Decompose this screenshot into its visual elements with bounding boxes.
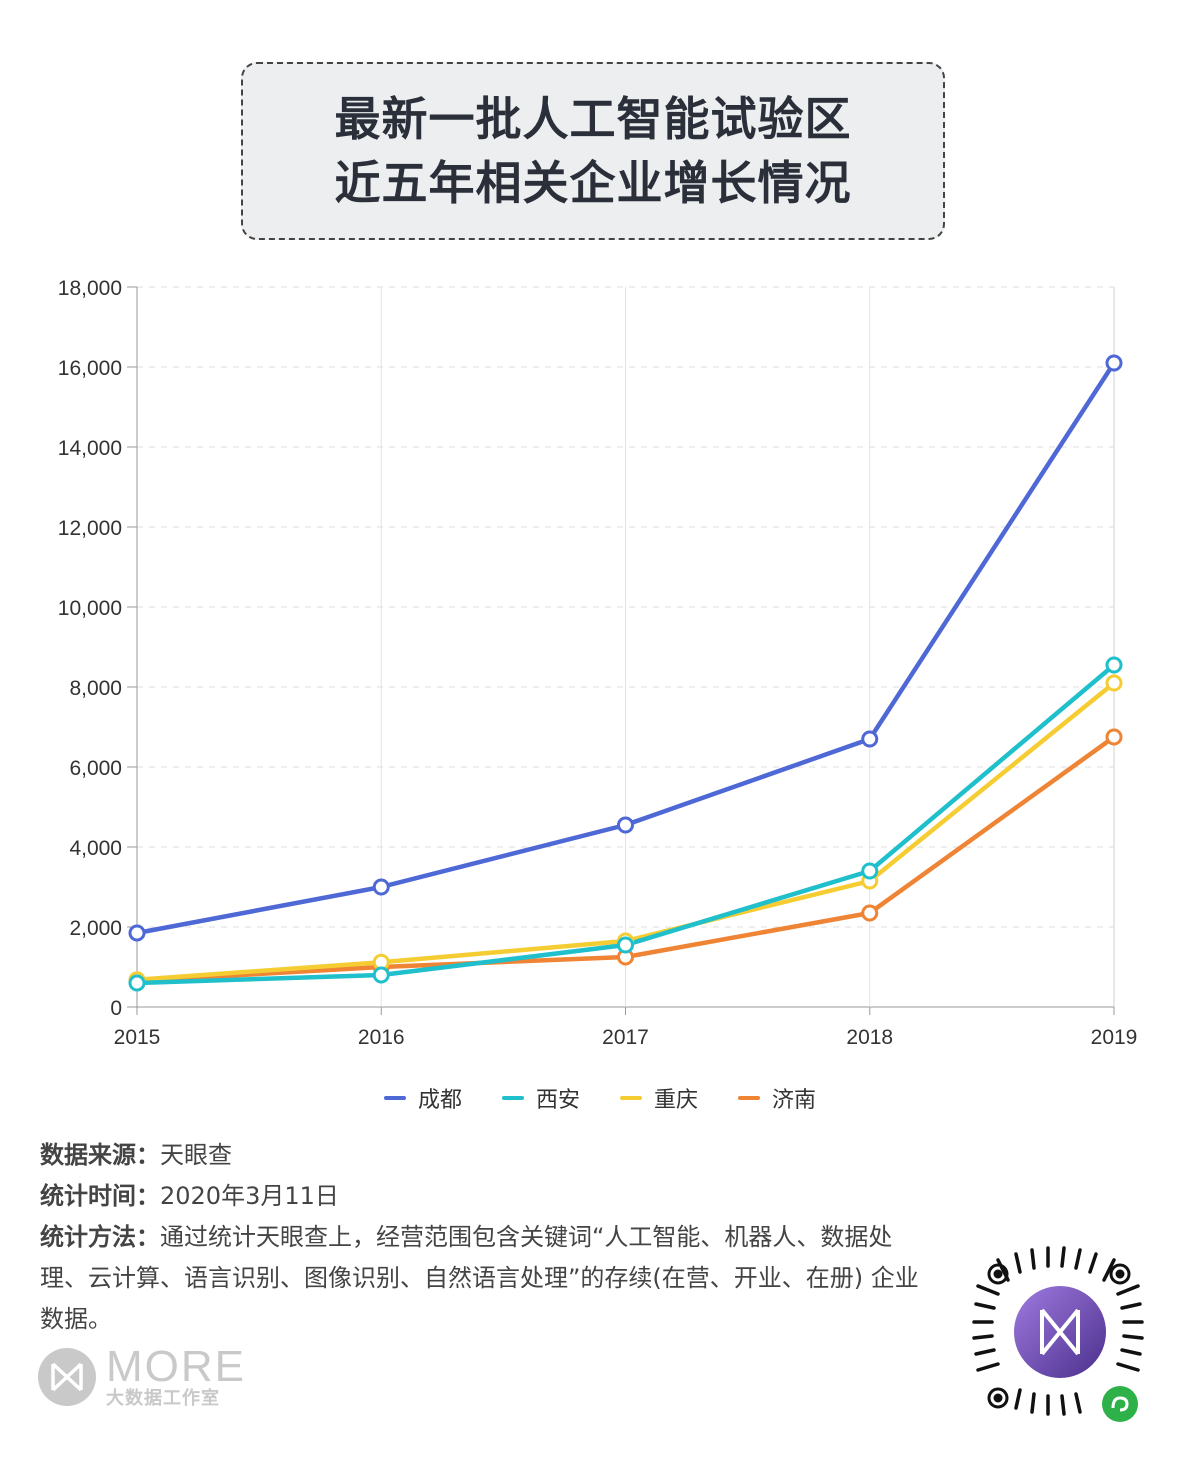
qr-finder-patterns	[987, 1263, 1131, 1409]
legend-swatch	[738, 1096, 761, 1100]
source-value: 天眼查	[160, 1141, 232, 1169]
legend-item[interactable]: 西安	[501, 1082, 580, 1114]
x-tick-label: 2019	[1091, 1026, 1138, 1049]
brand-logo: MORE 大数据工作室	[36, 1345, 246, 1409]
data-point	[1105, 674, 1123, 692]
legend-swatch	[501, 1096, 524, 1100]
y-tick-label: 2,000	[69, 917, 122, 940]
data-point	[372, 966, 390, 984]
data-point	[1105, 354, 1123, 372]
data-point	[372, 878, 390, 896]
y-tick-label: 6,000	[69, 757, 122, 780]
chart-title-line-1: 最新一批人工智能试验区	[334, 92, 852, 146]
brand-subtitle: 大数据工作室	[106, 1388, 220, 1409]
data-point	[617, 816, 634, 834]
y-tick-label: 4,000	[69, 837, 122, 860]
y-tick-label: 0	[110, 997, 122, 1020]
data-point	[617, 936, 634, 954]
brand-mark-icon	[38, 1348, 96, 1406]
legend-swatch	[620, 1096, 642, 1100]
method-label: 统计方法：	[40, 1223, 160, 1251]
mini-program-icon	[1102, 1386, 1138, 1422]
legend-label: 西安	[535, 1088, 580, 1113]
chart-notes: 数据来源：天眼查 统计时间：2020年3月11日 统计方法：通过统计天眼查上，经…	[40, 1135, 920, 1340]
y-tick-label: 14,000	[58, 437, 122, 460]
legend-swatch	[383, 1096, 406, 1100]
data-point	[128, 974, 146, 992]
x-tick-label: 2018	[846, 1026, 893, 1049]
time-row: 统计时间：2020年3月11日	[40, 1176, 920, 1217]
method-row: 统计方法：通过统计天眼查上，经营范围包含关键词“人工智能、机器人、数据处理、云计…	[40, 1217, 920, 1340]
title-box: 最新一批人工智能试验区 近五年相关企业增长情况	[241, 62, 945, 240]
legend-label: 重庆	[654, 1088, 699, 1113]
line-chart: 0 2,000 4,000 6,000 8,000 10,000 12,000 14,000 1…	[58, 277, 1138, 1049]
data-point	[1105, 728, 1123, 746]
qr-code[interactable]	[968, 1240, 1158, 1440]
brand-word: MORE	[106, 1342, 246, 1391]
qr-logo-mark-icon	[1040, 1308, 1080, 1356]
legend-item[interactable]: 成都	[383, 1082, 462, 1114]
legend-item[interactable]: 济南	[738, 1082, 816, 1114]
y-tick-label: 16,000	[58, 357, 122, 380]
y-tick-label: 18,000	[58, 277, 122, 300]
chart-legend: 成都 西安 重庆 济南	[0, 1082, 1200, 1114]
y-tick-label: 12,000	[58, 517, 122, 540]
data-point	[861, 730, 879, 748]
source-row: 数据来源：天眼查	[40, 1135, 920, 1176]
y-tick-label: 10,000	[58, 597, 122, 620]
source-label: 数据来源：	[40, 1141, 160, 1169]
qr-pattern	[972, 1246, 1144, 1416]
data-point	[861, 904, 879, 922]
data-point	[128, 924, 146, 942]
legend-item[interactable]: 重庆	[620, 1082, 698, 1114]
legend-label: 济南	[772, 1088, 817, 1113]
data-point	[1105, 656, 1123, 674]
legend-label: 成都	[417, 1088, 462, 1113]
method-value: 通过统计天眼查上，经营范围包含关键词“人工智能、机器人、数据处理、云计算、语言识…	[40, 1223, 919, 1333]
x-tick-label: 2016	[358, 1026, 405, 1049]
time-label: 统计时间：	[40, 1182, 160, 1210]
x-tick-label: 2015	[114, 1026, 161, 1049]
time-value: 2020年3月11日	[160, 1182, 339, 1210]
x-tick-label: 2017	[602, 1026, 649, 1049]
data-point	[861, 862, 879, 880]
y-tick-label: 8,000	[69, 677, 122, 700]
chart-title-line-2: 近五年相关企业增长情况	[334, 156, 852, 210]
